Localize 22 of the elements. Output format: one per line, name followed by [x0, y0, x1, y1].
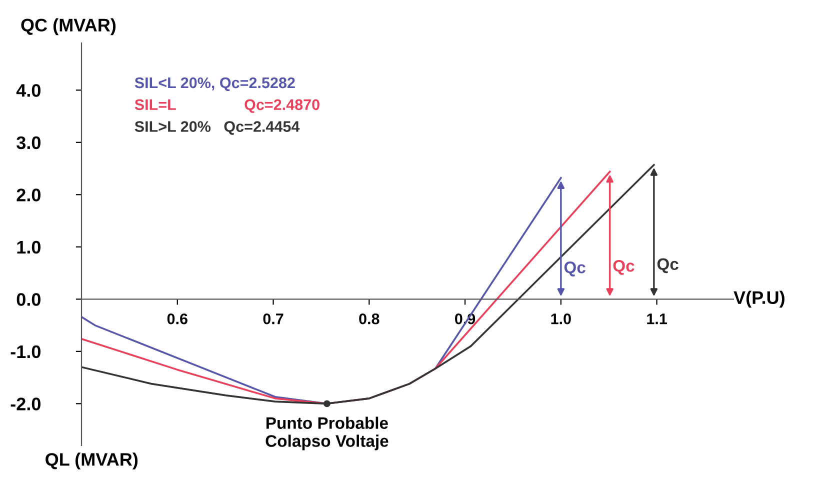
x-tick-label: 1.0	[551, 313, 571, 324]
annotation: Qc	[613, 260, 634, 275]
y-tick-label: 2.0	[16, 188, 40, 202]
annotation: Qc	[564, 262, 586, 276]
x-tick-label: 0.8	[359, 313, 380, 324]
x-tick-label: 1.1	[647, 314, 667, 324]
y-tick-label: -2.0	[10, 398, 40, 410]
text: SIL=L Qc=2.4870	[134, 99, 320, 113]
y-tick-label: 1.0	[17, 240, 40, 254]
y-tick-label: 3.0	[16, 136, 40, 150]
text: SIL>L 20% Qc=2.4454	[134, 121, 300, 135]
y-tick-label: 0.0	[16, 293, 40, 306]
annotation: Qc	[657, 258, 678, 274]
y-tick-label: 4.0	[16, 84, 40, 97]
text: SIL<L 20%, Qc=2.5282	[134, 77, 295, 92]
text: QL (MVAR)	[46, 452, 138, 470]
x-axis-title: V(P.U)	[734, 290, 784, 308]
x-tick-label: 0.7	[263, 313, 284, 324]
y-tick-label: -1.0	[10, 345, 40, 358]
annotation: Punto Probable Colapso Voltaje	[266, 416, 388, 450]
x-tick-label: 0.6	[167, 313, 188, 324]
y-axis-title: QC (MVAR)	[21, 18, 116, 36]
